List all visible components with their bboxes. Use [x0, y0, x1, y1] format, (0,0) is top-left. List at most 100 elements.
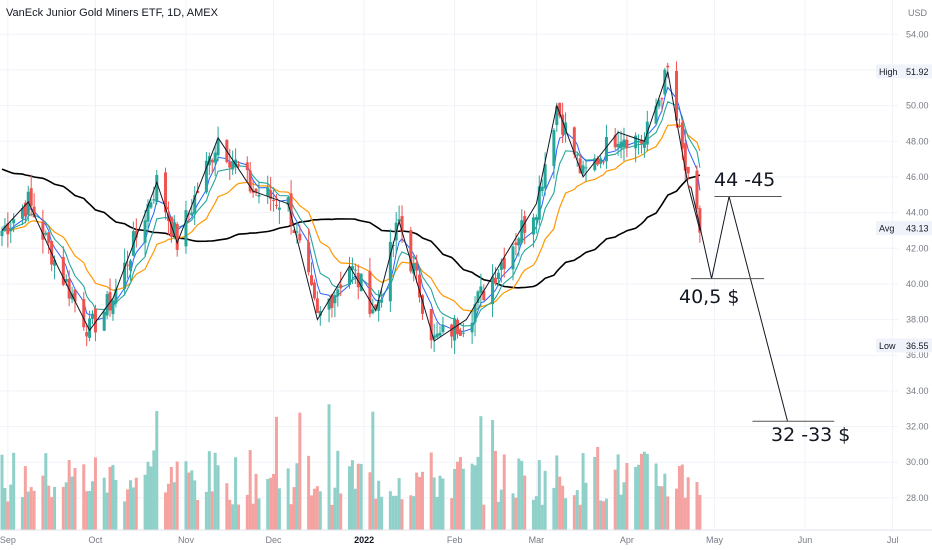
candle — [380, 289, 384, 308]
candle — [429, 308, 433, 349]
volume-bar — [330, 504, 334, 530]
high-marker-value: 51.92 — [906, 67, 929, 77]
volume-bar — [20, 497, 24, 530]
price-tick-label: 38.00 — [906, 315, 929, 325]
volume-bar — [213, 452, 217, 530]
price-tick-label: 32.00 — [906, 422, 929, 432]
candle-body — [333, 295, 337, 304]
candle-body — [561, 114, 565, 135]
candle — [534, 214, 538, 234]
volume-bar — [686, 477, 690, 530]
candle — [114, 278, 118, 308]
candle-body — [531, 217, 535, 235]
candle-body — [642, 140, 646, 148]
volume-bar — [50, 497, 54, 530]
volume-bar — [409, 495, 413, 530]
volume-bar — [531, 499, 535, 530]
candle-body — [473, 304, 477, 323]
candle-body — [359, 273, 363, 292]
volume-bar — [6, 501, 10, 530]
time-tick-label: 2022 — [354, 535, 374, 545]
candle — [23, 200, 27, 224]
candle-body — [175, 223, 179, 250]
volume-bar — [93, 457, 97, 530]
candle — [599, 155, 603, 169]
candle-body — [274, 205, 278, 207]
time-tick-label: Jun — [798, 535, 813, 545]
volume-bar — [67, 460, 71, 530]
candle — [602, 160, 606, 165]
candle — [461, 323, 465, 338]
candle-body — [441, 325, 445, 333]
candle-body — [123, 262, 127, 289]
volume-bar — [458, 457, 462, 530]
candle-body — [269, 190, 273, 199]
candle — [149, 199, 153, 210]
candle-body — [666, 65, 670, 68]
candle — [502, 247, 506, 278]
candle — [458, 327, 462, 336]
price-tick-label: 40.00 — [906, 279, 929, 289]
candle-body — [91, 313, 95, 319]
candle-body — [292, 230, 296, 233]
volume-bar — [29, 487, 33, 530]
volume-bar — [520, 460, 524, 530]
candle-body — [499, 262, 503, 270]
candle — [677, 118, 681, 128]
target-annotation: 32 -33 $ — [771, 424, 851, 446]
candle-body — [493, 277, 497, 284]
candle-body — [32, 206, 36, 218]
volume-bar — [368, 472, 372, 530]
candle — [523, 210, 527, 245]
volume-bar — [149, 466, 153, 530]
volume-bar — [412, 496, 416, 530]
candle — [578, 154, 582, 174]
candle — [622, 127, 626, 161]
candle-body — [619, 141, 623, 149]
volume-bar — [476, 456, 480, 530]
candle — [520, 209, 524, 245]
volume-bar — [336, 450, 340, 530]
volume-bar — [666, 496, 670, 530]
candle-body — [418, 274, 422, 298]
candle — [82, 292, 86, 331]
volume-bar — [400, 499, 404, 530]
volume-bar — [394, 495, 398, 530]
volume-bar — [677, 466, 681, 530]
volume-bar — [105, 492, 109, 530]
candle — [456, 317, 460, 339]
avg-marker-bg — [876, 221, 932, 236]
candle-body — [680, 122, 684, 149]
volume-bar — [292, 487, 296, 530]
candle — [432, 323, 436, 353]
price-tick-label: 28.00 — [906, 493, 929, 503]
volume-bar — [269, 477, 273, 530]
candle-body — [47, 232, 51, 243]
candle-body — [152, 199, 156, 201]
grid — [0, 0, 898, 530]
time-tick-label: May — [706, 535, 724, 545]
candle-body — [377, 301, 381, 311]
candle-body — [456, 319, 460, 335]
price-tick-label: 50.00 — [906, 101, 929, 111]
volume-bar — [584, 482, 588, 530]
candle — [85, 324, 89, 347]
candle — [213, 145, 217, 177]
candle-body — [613, 135, 617, 148]
price-tick-label: 44.00 — [906, 208, 929, 218]
candle-body — [350, 266, 354, 270]
volume-bar — [634, 466, 638, 530]
candle-body — [149, 202, 153, 208]
volume-bar — [307, 455, 311, 530]
candle-body — [540, 186, 544, 192]
candle-body — [677, 125, 681, 127]
volume-bar — [298, 412, 302, 530]
volume-bar — [210, 491, 214, 530]
candle-body — [155, 174, 159, 203]
candle — [537, 175, 541, 226]
volume-bar — [493, 450, 497, 530]
volume-bar — [286, 468, 290, 530]
candle-body — [622, 139, 626, 148]
volume-bar — [657, 486, 661, 530]
